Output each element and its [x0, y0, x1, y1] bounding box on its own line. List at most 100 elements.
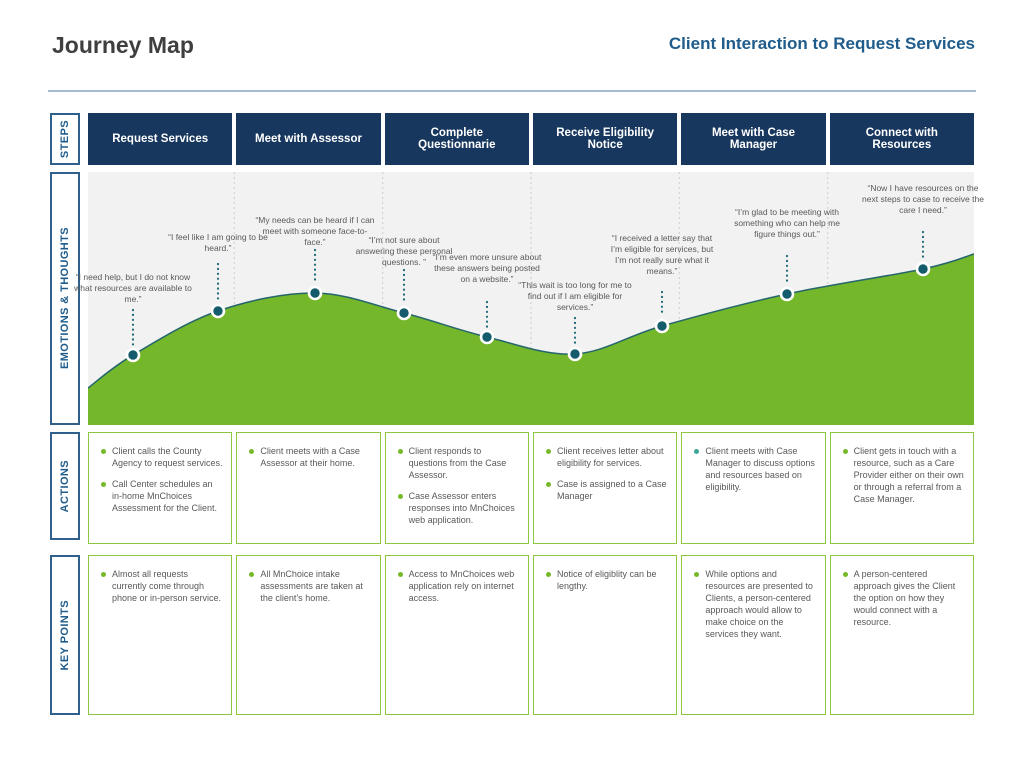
bullet-text: Almost all requests currently come throu… — [112, 569, 221, 603]
bullet-text: Client responds to questions from the Ca… — [409, 446, 507, 480]
bullet-icon — [398, 449, 403, 454]
step-label: Meet with Assessor — [255, 133, 362, 145]
row-label-actions-text: ACTIONS — [59, 460, 71, 512]
action-card-list: Client meets with Case Manager to discus… — [690, 445, 816, 493]
actions-row: Client calls the County Agency to reques… — [88, 432, 974, 540]
bullet-icon — [694, 449, 699, 454]
list-item: Client responds to questions from the Ca… — [394, 445, 520, 481]
emotion-dot — [781, 288, 793, 300]
action-card-list: Client meets with a Case Assessor at the… — [245, 445, 371, 469]
bullet-icon — [398, 494, 403, 499]
list-item: Client meets with a Case Assessor at the… — [245, 445, 371, 469]
emotion-dot — [398, 307, 410, 319]
bullet-text: Call Center schedules an in-home MnChoic… — [112, 479, 217, 513]
action-card-list: Client responds to questions from the Ca… — [394, 445, 520, 526]
quote-text: “I need help, but I do not know what res… — [72, 272, 194, 305]
action-card-list: Client receives letter about eligibility… — [542, 445, 668, 502]
bullet-text: Case is assigned to a Case Manager — [557, 479, 667, 501]
key-point-card: Notice of eligiblity can be lengthy. — [533, 555, 677, 715]
quote-text: “Now I have resources on the next steps … — [861, 183, 985, 216]
key-point-card-list: Access to MnChoices web application rely… — [394, 568, 520, 604]
step-label: Connect with Resources — [840, 127, 964, 151]
list-item: Client calls the County Agency to reques… — [97, 445, 223, 469]
emotion-dot — [309, 287, 321, 299]
list-item: Notice of eligiblity can be lengthy. — [542, 568, 668, 592]
action-card: Client meets with Case Manager to discus… — [681, 432, 825, 544]
step-box: Meet with Case Manager — [681, 113, 825, 165]
step-label: Meet with Case Manager — [691, 127, 815, 151]
action-card: Client gets in touch with a resource, su… — [830, 432, 974, 544]
action-card: Client meets with a Case Assessor at the… — [236, 432, 380, 544]
row-label-key-points-text: KEY POINTS — [59, 600, 71, 670]
row-label-steps-text: STEPS — [59, 120, 71, 158]
bullet-text: Notice of eligiblity can be lengthy. — [557, 569, 657, 591]
step-label: Complete Questionnarie — [395, 127, 519, 151]
bullet-icon — [249, 572, 254, 577]
bullet-icon — [843, 572, 848, 577]
bullet-text: All MnChoice intake assessments are take… — [260, 569, 363, 603]
bullet-icon — [101, 482, 106, 487]
bullet-text: Client calls the County Agency to reques… — [112, 446, 223, 468]
key-point-card: While options and resources are presente… — [681, 555, 825, 715]
step-box: Request Services — [88, 113, 232, 165]
bullet-icon — [249, 449, 254, 454]
key-point-card-list: While options and resources are presente… — [690, 568, 816, 640]
step-label: Receive Eligibility Notice — [543, 127, 667, 151]
action-card: Client receives letter about eligibility… — [533, 432, 677, 544]
bullet-text: While options and resources are presente… — [705, 569, 813, 639]
key-point-card-list: All MnChoice intake assessments are take… — [245, 568, 371, 604]
key-points-row: Almost all requests currently come throu… — [88, 555, 974, 715]
list-item: While options and resources are presente… — [690, 568, 816, 640]
list-item: Access to MnChoices web application rely… — [394, 568, 520, 604]
list-item: Client gets in touch with a resource, su… — [839, 445, 965, 505]
step-label: Request Services — [112, 133, 208, 145]
list-item: Client meets with Case Manager to discus… — [690, 445, 816, 493]
action-card: Client responds to questions from the Ca… — [385, 432, 529, 544]
emotion-dot — [917, 263, 929, 275]
list-item: Case Assessor enters responses into MnCh… — [394, 490, 520, 526]
list-item: All MnChoice intake assessments are take… — [245, 568, 371, 604]
list-item: Almost all requests currently come throu… — [97, 568, 223, 604]
emotion-dot — [481, 331, 493, 343]
quote-text: “I’m glad to be meeting with something w… — [728, 207, 846, 240]
journey-map-canvas: Journey Map Client Interaction to Reques… — [0, 0, 1024, 768]
bullet-icon — [694, 572, 699, 577]
list-item: Case is assigned to a Case Manager — [542, 478, 668, 502]
list-item: Call Center schedules an in-home MnChoic… — [97, 478, 223, 514]
step-box: Receive Eligibility Notice — [533, 113, 677, 165]
header-divider — [48, 90, 976, 92]
quote-text: “This wait is too long for me to find ou… — [516, 280, 634, 313]
row-label-steps: STEPS — [50, 113, 80, 165]
bullet-text: A person-centered approach gives the Cli… — [854, 569, 956, 627]
emotions-chart: “I need help, but I do not know what res… — [88, 172, 974, 425]
step-box: Complete Questionnarie — [385, 113, 529, 165]
page-subtitle: Client Interaction to Request Services — [669, 34, 975, 54]
quote-text: “I received a letter say that I’m eligib… — [607, 233, 717, 277]
bullet-text: Access to MnChoices web application rely… — [409, 569, 515, 603]
bullet-text: Client receives letter about eligibility… — [557, 446, 664, 468]
page-title: Journey Map — [52, 32, 194, 59]
key-point-card: All MnChoice intake assessments are take… — [236, 555, 380, 715]
steps-row: Request Services Meet with Assessor Comple… — [88, 113, 974, 165]
action-card-list: Client calls the County Agency to reques… — [97, 445, 223, 514]
list-item: Client receives letter about eligibility… — [542, 445, 668, 469]
action-card: Client calls the County Agency to reques… — [88, 432, 232, 544]
bullet-icon — [546, 449, 551, 454]
row-label-actions: ACTIONS — [50, 432, 80, 540]
bullet-icon — [546, 482, 551, 487]
action-card-list: Client gets in touch with a resource, su… — [839, 445, 965, 505]
bullet-text: Case Assessor enters responses into MnCh… — [409, 491, 515, 525]
key-point-card-list: A person-centered approach gives the Cli… — [839, 568, 965, 628]
row-label-emotions-text: EMOTIONS & THOUGHTS — [59, 227, 71, 369]
key-point-card: A person-centered approach gives the Cli… — [830, 555, 974, 715]
step-box: Connect with Resources — [830, 113, 974, 165]
bullet-text: Client meets with Case Manager to discus… — [705, 446, 815, 492]
emotion-dot — [212, 305, 224, 317]
key-point-card-list: Almost all requests currently come throu… — [97, 568, 223, 604]
bullet-text: Client meets with a Case Assessor at the… — [260, 446, 360, 468]
bullet-text: Client gets in touch with a resource, su… — [854, 446, 964, 504]
bullet-icon — [398, 572, 403, 577]
emotion-dot — [569, 348, 581, 360]
key-point-card: Almost all requests currently come throu… — [88, 555, 232, 715]
bullet-icon — [101, 572, 106, 577]
